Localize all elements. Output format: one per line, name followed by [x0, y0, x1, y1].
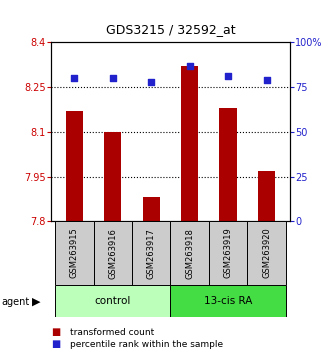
Bar	[66, 111, 83, 221]
Point	[110, 75, 116, 81]
FancyBboxPatch shape	[55, 285, 170, 317]
Text: GSM263918: GSM263918	[185, 228, 194, 279]
FancyBboxPatch shape	[170, 285, 286, 317]
Text: ▶: ▶	[32, 297, 41, 307]
FancyBboxPatch shape	[132, 221, 170, 285]
Text: GDS3215 / 32592_at: GDS3215 / 32592_at	[106, 23, 235, 36]
Text: transformed count: transformed count	[70, 327, 154, 337]
Point	[225, 74, 231, 79]
FancyBboxPatch shape	[55, 221, 94, 285]
Bar	[219, 108, 237, 221]
Point	[72, 75, 77, 81]
Bar	[143, 198, 160, 221]
Bar	[258, 171, 275, 221]
Text: GSM263919: GSM263919	[224, 228, 233, 279]
Point	[187, 63, 192, 69]
Text: GSM263920: GSM263920	[262, 228, 271, 279]
Text: ■: ■	[51, 339, 61, 349]
Text: GSM263917: GSM263917	[147, 228, 156, 279]
FancyBboxPatch shape	[94, 221, 132, 285]
Bar	[104, 132, 121, 221]
Point	[264, 77, 269, 83]
FancyBboxPatch shape	[209, 221, 247, 285]
Text: ■: ■	[51, 327, 61, 337]
Text: percentile rank within the sample: percentile rank within the sample	[70, 339, 223, 349]
Text: agent: agent	[2, 297, 30, 307]
Text: GSM263916: GSM263916	[108, 228, 117, 279]
Bar	[181, 66, 198, 221]
FancyBboxPatch shape	[170, 221, 209, 285]
Text: GSM263915: GSM263915	[70, 228, 79, 279]
Text: 13-cis RA: 13-cis RA	[204, 296, 252, 306]
Point	[149, 79, 154, 85]
FancyBboxPatch shape	[247, 221, 286, 285]
Text: control: control	[95, 296, 131, 306]
